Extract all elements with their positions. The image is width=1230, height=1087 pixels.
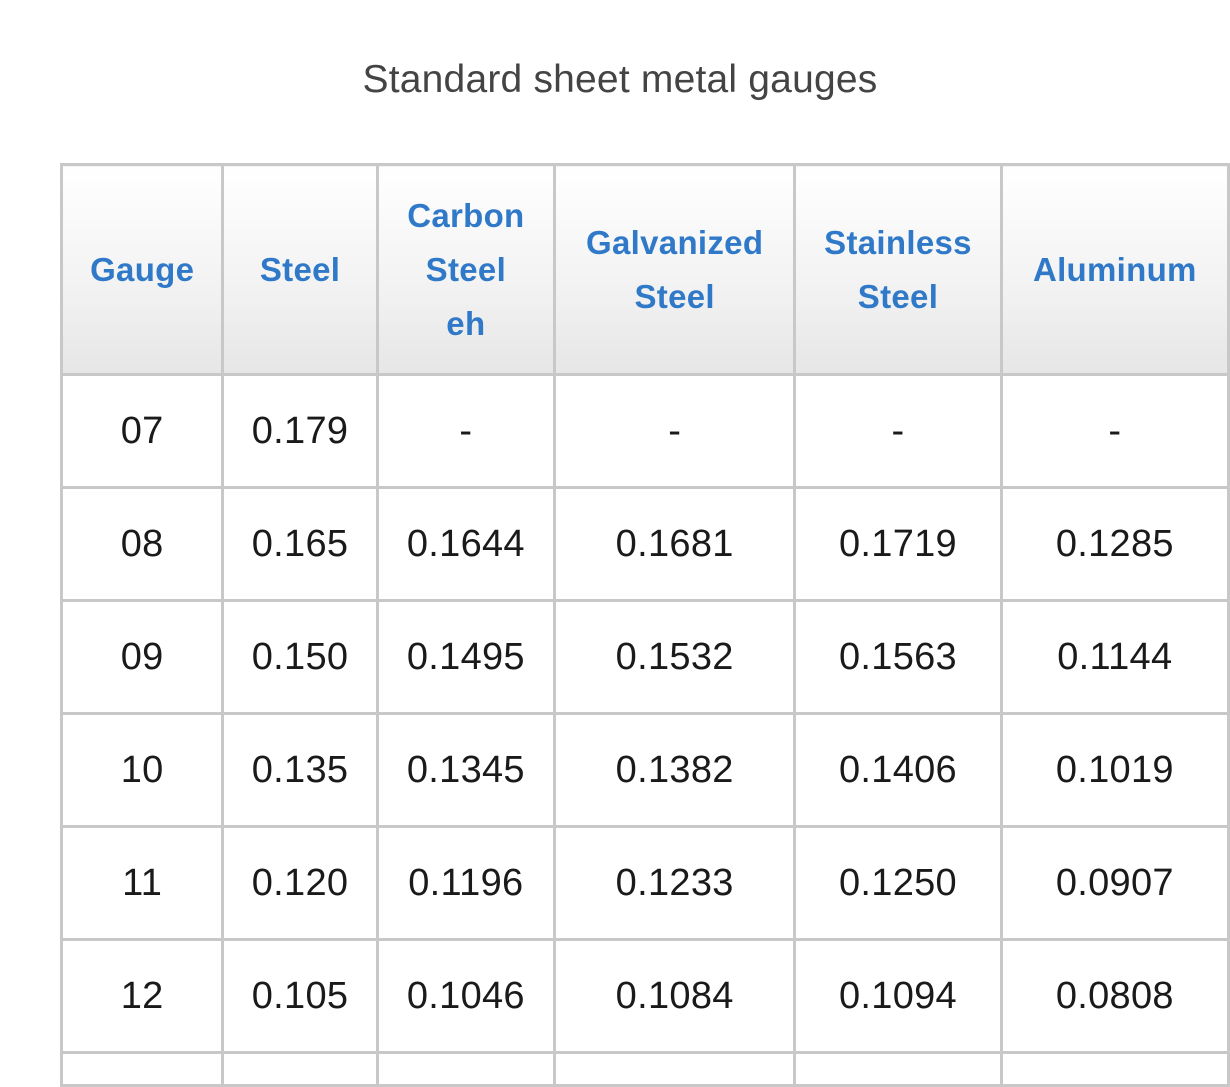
- table-row: 10 0.135 0.1345 0.1382 0.1406 0.1019: [59, 712, 1230, 828]
- cell-gauge: 10: [59, 712, 225, 828]
- cell-steel: 0.120: [221, 825, 379, 941]
- header-aluminum[interactable]: Aluminum: [999, 163, 1230, 376]
- gauge-table: Gauge Steel Carbon Steel eh Galvanized S…: [59, 163, 1230, 1087]
- header-stainless-steel[interactable]: Stainless Steel: [793, 163, 1003, 376]
- cell-galvanized-steel: 0.1532: [553, 599, 797, 715]
- header-stainless-steel-line-2: Steel: [857, 277, 939, 315]
- header-aluminum-label: Aluminum: [1032, 250, 1197, 288]
- cell-carbon-steel: 0.1196: [375, 825, 557, 941]
- cell-empty: [59, 1051, 225, 1087]
- cell-galvanized-steel: 0.1681: [553, 486, 797, 602]
- cell-stainless-steel: -: [793, 373, 1003, 489]
- cell-empty: [375, 1051, 557, 1087]
- cell-stainless-steel: 0.1406: [793, 712, 1003, 828]
- cell-carbon-steel: -: [375, 373, 557, 489]
- cell-stainless-steel: 0.1094: [793, 938, 1003, 1054]
- cell-gauge: 11: [59, 825, 225, 941]
- cell-steel: 0.150: [221, 599, 379, 715]
- cell-empty: [221, 1051, 379, 1087]
- cell-carbon-steel: 0.1046: [375, 938, 557, 1054]
- cell-aluminum: 0.0808: [999, 938, 1230, 1054]
- cell-gauge: 08: [59, 486, 225, 602]
- header-carbon-steel-line-1: Carbon: [407, 196, 525, 234]
- cell-stainless-steel: 0.1719: [793, 486, 1003, 602]
- table-row: 11 0.120 0.1196 0.1233 0.1250 0.0907: [59, 825, 1230, 941]
- header-stainless-steel-line-1: Stainless: [824, 223, 972, 261]
- cell-empty: [553, 1051, 797, 1087]
- header-carbon-steel[interactable]: Carbon Steel eh: [375, 163, 557, 376]
- cell-carbon-steel: 0.1644: [375, 486, 557, 602]
- header-carbon-steel-line-3: eh: [446, 304, 486, 342]
- header-row: Gauge Steel Carbon Steel eh Galvanized S…: [59, 163, 1230, 376]
- cell-aluminum: 0.1019: [999, 712, 1230, 828]
- cell-aluminum: 0.1144: [999, 599, 1230, 715]
- cell-aluminum: -: [999, 373, 1230, 489]
- cell-carbon-steel: 0.1345: [375, 712, 557, 828]
- header-gauge-label: Gauge: [90, 250, 195, 288]
- header-steel[interactable]: Steel: [221, 163, 379, 376]
- header-galvanized-steel[interactable]: Galvanized Steel: [553, 163, 797, 376]
- cell-steel: 0.179: [221, 373, 379, 489]
- table-row: 09 0.150 0.1495 0.1532 0.1563 0.1144: [59, 599, 1230, 715]
- cell-stainless-steel: 0.1563: [793, 599, 1003, 715]
- cell-aluminum: 0.1285: [999, 486, 1230, 602]
- cell-steel: 0.135: [221, 712, 379, 828]
- table-caption: Standard sheet metal gauges: [362, 58, 878, 101]
- cell-aluminum: 0.0907: [999, 825, 1230, 941]
- table-row: 08 0.165 0.1644 0.1681 0.1719 0.1285: [59, 486, 1230, 602]
- table-row: 12 0.105 0.1046 0.1084 0.1094 0.0808: [59, 938, 1230, 1054]
- header-galvanized-steel-line-1: Galvanized: [586, 223, 764, 261]
- cell-empty: [793, 1051, 1003, 1087]
- cell-gauge: 09: [59, 599, 225, 715]
- cell-empty: [999, 1051, 1230, 1087]
- cell-galvanized-steel: 0.1084: [553, 938, 797, 1054]
- cell-gauge: 12: [59, 938, 225, 1054]
- cell-steel: 0.165: [221, 486, 379, 602]
- header-gauge[interactable]: Gauge: [59, 163, 225, 376]
- cell-carbon-steel: 0.1495: [375, 599, 557, 715]
- header-carbon-steel-line-2: Steel: [425, 250, 507, 288]
- cell-galvanized-steel: -: [553, 373, 797, 489]
- cell-stainless-steel: 0.1250: [793, 825, 1003, 941]
- cell-galvanized-steel: 0.1382: [553, 712, 797, 828]
- cell-gauge: 07: [59, 373, 225, 489]
- cell-steel: 0.105: [221, 938, 379, 1054]
- cell-galvanized-steel: 0.1233: [553, 825, 797, 941]
- table-row: 07 0.179 - - - -: [59, 373, 1230, 489]
- header-galvanized-steel-line-2: Steel: [634, 277, 715, 315]
- header-steel-label: Steel: [259, 250, 341, 288]
- table-row-partial: [59, 1051, 1230, 1087]
